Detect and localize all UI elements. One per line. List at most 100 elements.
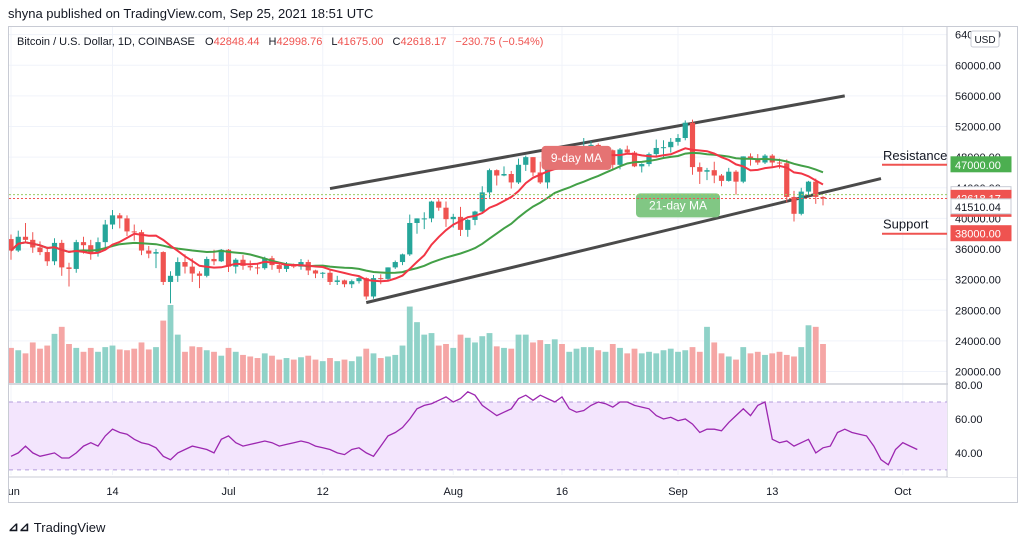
candle-body bbox=[189, 266, 195, 274]
candle bbox=[146, 245, 152, 259]
price-tick-label: 28000.00 bbox=[955, 305, 1001, 317]
volume-bar bbox=[551, 339, 558, 383]
candle bbox=[784, 159, 790, 203]
volume-bar bbox=[754, 351, 761, 383]
candle bbox=[341, 279, 348, 288]
candle bbox=[247, 260, 253, 271]
candle-body bbox=[211, 258, 217, 262]
volume-bar bbox=[696, 351, 703, 383]
candle bbox=[240, 255, 246, 270]
candle-body bbox=[523, 157, 529, 165]
candle bbox=[124, 215, 130, 237]
volume-bar bbox=[791, 356, 797, 383]
candle bbox=[479, 186, 485, 214]
volume-bar bbox=[385, 356, 391, 383]
volume-bar bbox=[269, 355, 275, 383]
volume-bar bbox=[247, 356, 254, 383]
volume-bar bbox=[573, 348, 580, 383]
price-tick-label: 32000.00 bbox=[955, 275, 1001, 287]
candle bbox=[769, 154, 775, 168]
volume-bar bbox=[595, 350, 602, 383]
candle bbox=[472, 210, 478, 226]
time-tick-label: 14 bbox=[106, 486, 118, 498]
volume-bar bbox=[399, 345, 406, 383]
volume-bar bbox=[537, 340, 544, 383]
candle-body bbox=[88, 245, 94, 253]
price-tag-value: 41510.04 bbox=[955, 202, 1001, 214]
rsi-tick-label: 60.00 bbox=[955, 414, 983, 426]
candle bbox=[610, 149, 616, 171]
candle bbox=[233, 258, 239, 274]
volume-bar bbox=[725, 356, 732, 383]
volume-bar bbox=[116, 349, 123, 383]
candle-body bbox=[102, 224, 108, 243]
volume-bar bbox=[602, 351, 609, 383]
volume-bar bbox=[718, 353, 725, 383]
volume-bar bbox=[363, 348, 370, 383]
volume-bar bbox=[820, 344, 826, 383]
candle bbox=[733, 170, 739, 195]
time-tick-label: Jul bbox=[221, 486, 235, 498]
volume-bar bbox=[682, 350, 689, 383]
volume-bar bbox=[609, 344, 616, 383]
resistance-level-label: Resistance bbox=[883, 148, 947, 163]
volume-bar bbox=[124, 350, 130, 383]
volume-bar bbox=[428, 333, 435, 383]
candle-body bbox=[508, 173, 514, 183]
rsi-line bbox=[10, 391, 918, 466]
open-label: O bbox=[205, 36, 214, 48]
candle-body bbox=[733, 171, 739, 182]
volume-bar bbox=[15, 350, 22, 383]
volume-bar bbox=[22, 353, 29, 383]
ma-label-text: 21-day MA bbox=[649, 198, 707, 212]
volume-bar bbox=[341, 359, 348, 383]
volume-bar bbox=[733, 359, 739, 383]
candle-body bbox=[378, 278, 384, 280]
volume-bar bbox=[588, 347, 594, 383]
candle-body bbox=[73, 242, 79, 269]
candle bbox=[44, 246, 50, 266]
candle-body bbox=[798, 191, 804, 214]
volume-bar bbox=[370, 353, 377, 383]
volume-bar bbox=[240, 354, 246, 383]
volume-bar bbox=[377, 358, 384, 383]
candle-body bbox=[682, 122, 688, 139]
tradingview-logo[interactable]: ⊿⊿ TradingView bbox=[8, 519, 105, 535]
volume-bar bbox=[646, 351, 652, 383]
volume-bar bbox=[617, 347, 623, 383]
candle bbox=[414, 218, 420, 234]
candle-body bbox=[392, 262, 398, 268]
volume-bar bbox=[58, 326, 65, 383]
candle-body bbox=[247, 265, 253, 268]
candle-body bbox=[59, 242, 65, 268]
candle-body bbox=[660, 147, 667, 149]
candle-body bbox=[138, 232, 145, 251]
candle-body bbox=[784, 163, 790, 197]
candle-body bbox=[465, 219, 471, 230]
volume-bar bbox=[704, 326, 710, 383]
candle-body bbox=[312, 270, 319, 274]
candle bbox=[798, 187, 804, 216]
candle-body bbox=[22, 236, 29, 240]
candle-body bbox=[544, 163, 551, 183]
candle bbox=[646, 152, 652, 167]
candle bbox=[407, 214, 413, 256]
svg-text:O42848.44 H42998.76: O42848.44 H42998.76 L41675.00 C42618.17 … bbox=[205, 36, 543, 48]
candle bbox=[530, 157, 536, 177]
volume-bar bbox=[109, 345, 116, 383]
candle-body bbox=[146, 250, 152, 254]
volume-layer bbox=[9, 305, 826, 383]
candle-body bbox=[624, 149, 630, 153]
candle-body bbox=[653, 147, 659, 155]
volume-bar bbox=[624, 353, 631, 383]
volume-bar bbox=[138, 342, 145, 383]
volume-bar bbox=[769, 353, 776, 383]
volume-bar bbox=[80, 351, 87, 383]
candle-body bbox=[327, 272, 333, 282]
candle bbox=[276, 262, 282, 273]
candle bbox=[160, 251, 166, 286]
candle-body bbox=[240, 259, 246, 266]
candle-body bbox=[363, 278, 369, 297]
